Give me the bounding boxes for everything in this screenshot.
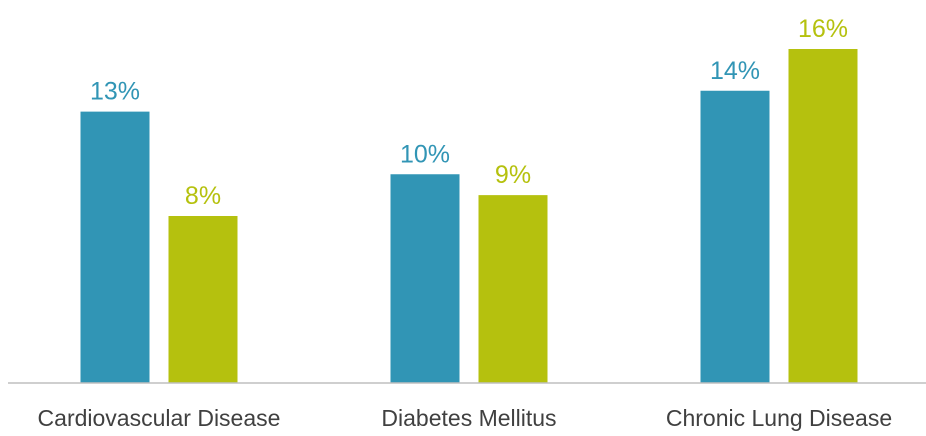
bar-2-series-0 [700,90,770,383]
bar-1-series-0 [390,174,460,383]
bar-1-series-1 [478,195,548,383]
bars-group [80,49,858,383]
value-labels-group: 13% 8% 10% 9% 14% 16% [90,15,848,210]
category-label-1: Diabetes Mellitus [381,405,556,431]
category-label-2: Chronic Lung Disease [666,405,892,431]
data-label-1-series-0: 10% [400,140,450,168]
bar-2-series-1 [788,49,858,383]
bar-0-series-0 [80,111,150,383]
category-labels-group: Cardiovascular Disease Diabetes Mellitus C… [38,405,893,431]
data-label-2-series-0: 14% [710,57,760,85]
data-label-0-series-1: 8% [185,182,221,210]
data-label-0-series-0: 13% [90,78,140,106]
bar-0-series-1 [168,216,238,383]
data-label-1-series-1: 9% [495,161,531,189]
data-label-2-series-1: 16% [798,15,848,43]
category-label-0: Cardiovascular Disease [38,405,281,431]
